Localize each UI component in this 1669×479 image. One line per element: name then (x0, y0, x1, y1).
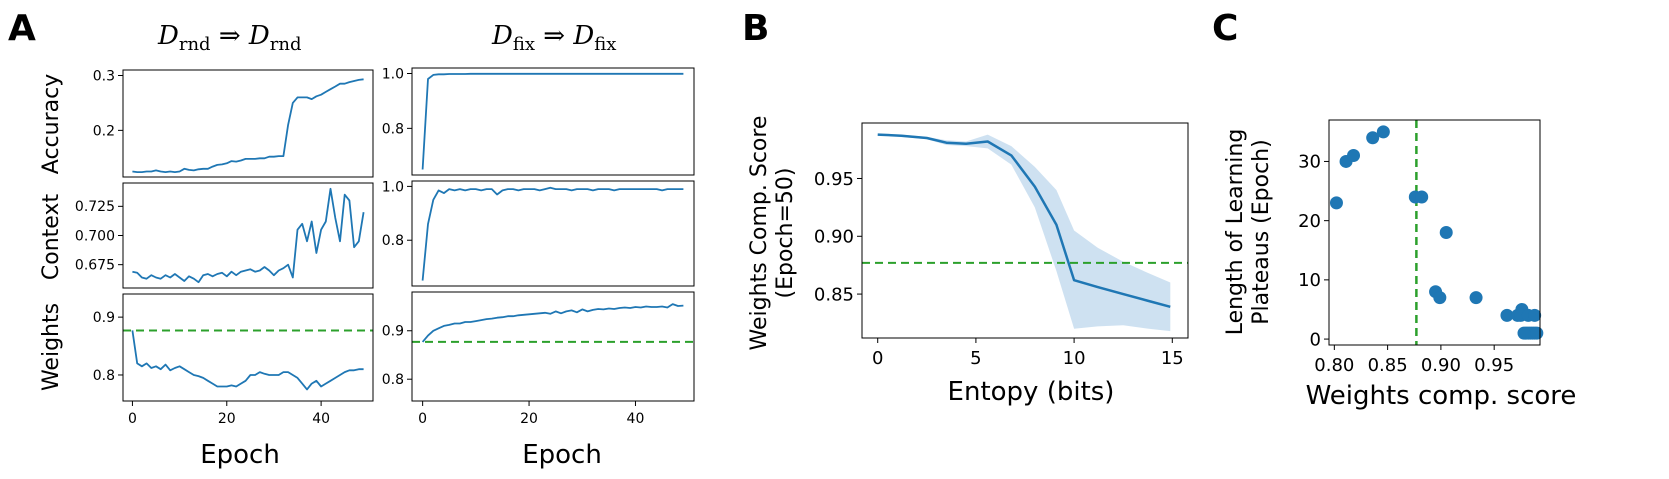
x-tick-label: 5 (970, 348, 981, 369)
scatter-point (1530, 326, 1544, 340)
x-tick-label: 0 (128, 411, 137, 427)
row-label-accuracy: Accuracy (39, 74, 64, 174)
x-tick-label: 20 (520, 411, 538, 427)
series-line (421, 186, 684, 281)
series-line (132, 187, 365, 284)
axes-frame (1328, 119, 1541, 346)
y-tick-label: 0.3 (93, 68, 115, 84)
axes-frame (861, 122, 1189, 339)
y-tick-label: 0.8 (382, 372, 404, 388)
series-line (131, 330, 364, 391)
y-tick-label: 20 (1298, 211, 1321, 232)
chart-A-rnd-accuracy: 0.2 0.3 (93, 68, 374, 178)
b-ylabel-line2: (Epoch=50) (773, 168, 798, 299)
scatter-point (1517, 326, 1531, 340)
y-tick-label: 0.8 (93, 368, 115, 384)
b-ylabel-line1: Weights Comp. Score (747, 116, 772, 351)
y-tick-label: 0.8 (382, 121, 404, 137)
scatter-point (1500, 308, 1514, 322)
row-label-weights: Weights (39, 303, 64, 391)
title-fix-d2: D (572, 21, 594, 51)
x-tick-label: 0 (418, 411, 427, 427)
scatter-point (1528, 308, 1542, 322)
y-tick-label: 0.85 (814, 284, 854, 305)
y-tick-label: 1.0 (382, 179, 404, 195)
y-tick-label: 0.9 (382, 324, 404, 340)
chart-A-fix-context: 0.8 1.0 (382, 179, 695, 287)
series-line (132, 78, 364, 174)
scatter-point (1433, 291, 1447, 305)
scatter-point (1469, 291, 1483, 305)
scatter-point (1329, 196, 1343, 210)
y-tick-label: 1.0 (382, 66, 404, 82)
panel-letter-c: C (1212, 8, 1238, 49)
axes-frame (411, 291, 695, 402)
x-tick-label: 40 (627, 411, 645, 427)
axes-frame (411, 67, 695, 176)
chart-A-fix-accuracy: 0.8 1.0 (382, 66, 695, 176)
axes-frame (411, 180, 695, 287)
title-rnd-sub2: rnd (270, 34, 302, 55)
series-line (421, 72, 684, 170)
y-tick-label: 30 (1298, 152, 1321, 173)
chart-A-fix-weights: 0.8 0.9 0 20 40 (382, 291, 695, 427)
title-rnd: Drnd ⇒ Drnd (157, 21, 302, 55)
row-label-context: Context (39, 194, 64, 281)
x-tick-label: 0.85 (1368, 355, 1408, 376)
c-xlabel: Weights comp. score (1306, 381, 1577, 411)
a-left-xlabel: Epoch (200, 440, 280, 470)
y-tick-label: 0 (1310, 329, 1321, 350)
x-tick-label: 0.80 (1314, 355, 1354, 376)
x-tick-label: 0.95 (1474, 355, 1514, 376)
panel-letter-b: B (742, 8, 769, 49)
series-line (421, 303, 684, 343)
c-ylabel-line1: Length of Learning (1223, 129, 1248, 336)
y-tick-label: 0.8 (382, 233, 404, 249)
title-fix-sub1: fix (513, 34, 535, 55)
y-tick-label: 0.95 (814, 169, 854, 190)
y-tick-label: 0.725 (75, 199, 115, 215)
y-tick-label: 0.700 (75, 228, 115, 244)
x-tick-label: 0.90 (1421, 355, 1461, 376)
title-rnd-arrow: ⇒ (211, 21, 249, 51)
title-fix: Dfix ⇒ Dfix (491, 21, 616, 55)
title-fix-sub2: fix (594, 34, 616, 55)
confidence-band (877, 134, 1171, 332)
x-tick-label: 20 (218, 411, 236, 427)
title-rnd-d1: D (157, 21, 179, 51)
axes-frame (122, 182, 374, 289)
title-rnd-sub1: rnd (179, 34, 211, 55)
chart-B: 0.85 0.90 0.95 0 5 10 15 (814, 122, 1189, 369)
y-tick-label: 10 (1298, 270, 1321, 291)
axes-frame (122, 293, 374, 402)
c-ylabel-line2: Plateaus (Epoch) (1249, 139, 1274, 324)
y-tick-label: 0.2 (93, 123, 115, 139)
y-tick-label: 0.9 (93, 310, 115, 326)
scatter-point (1376, 125, 1390, 139)
title-rnd-d2: D (248, 21, 270, 51)
x-tick-label: 0 (872, 348, 883, 369)
y-tick-label: 0.90 (814, 227, 854, 248)
scatter-point (1347, 149, 1361, 163)
scatter-point (1366, 131, 1380, 145)
chart-C: 0 10 20 30 0.80 0.85 0.90 0.95 (1298, 119, 1544, 376)
panel-letter-a: A (8, 8, 36, 49)
a-right-xlabel: Epoch (522, 440, 602, 470)
series-line (877, 133, 1171, 309)
x-tick-label: 10 (1063, 348, 1086, 369)
title-fix-arrow: ⇒ (535, 21, 573, 51)
scatter-point (1415, 190, 1429, 204)
scatter-point (1439, 226, 1453, 239)
chart-A-rnd-context: 0.675 0.700 0.725 (75, 182, 374, 289)
chart-A-rnd-weights: 0.8 0.9 0 20 40 (93, 293, 374, 427)
b-xlabel: Entopy (bits) (948, 377, 1115, 407)
title-fix-d1: D (491, 21, 513, 51)
axes-frame (122, 69, 374, 178)
y-tick-label: 0.675 (75, 258, 115, 274)
x-tick-label: 15 (1161, 348, 1184, 369)
x-tick-label: 40 (312, 411, 330, 427)
